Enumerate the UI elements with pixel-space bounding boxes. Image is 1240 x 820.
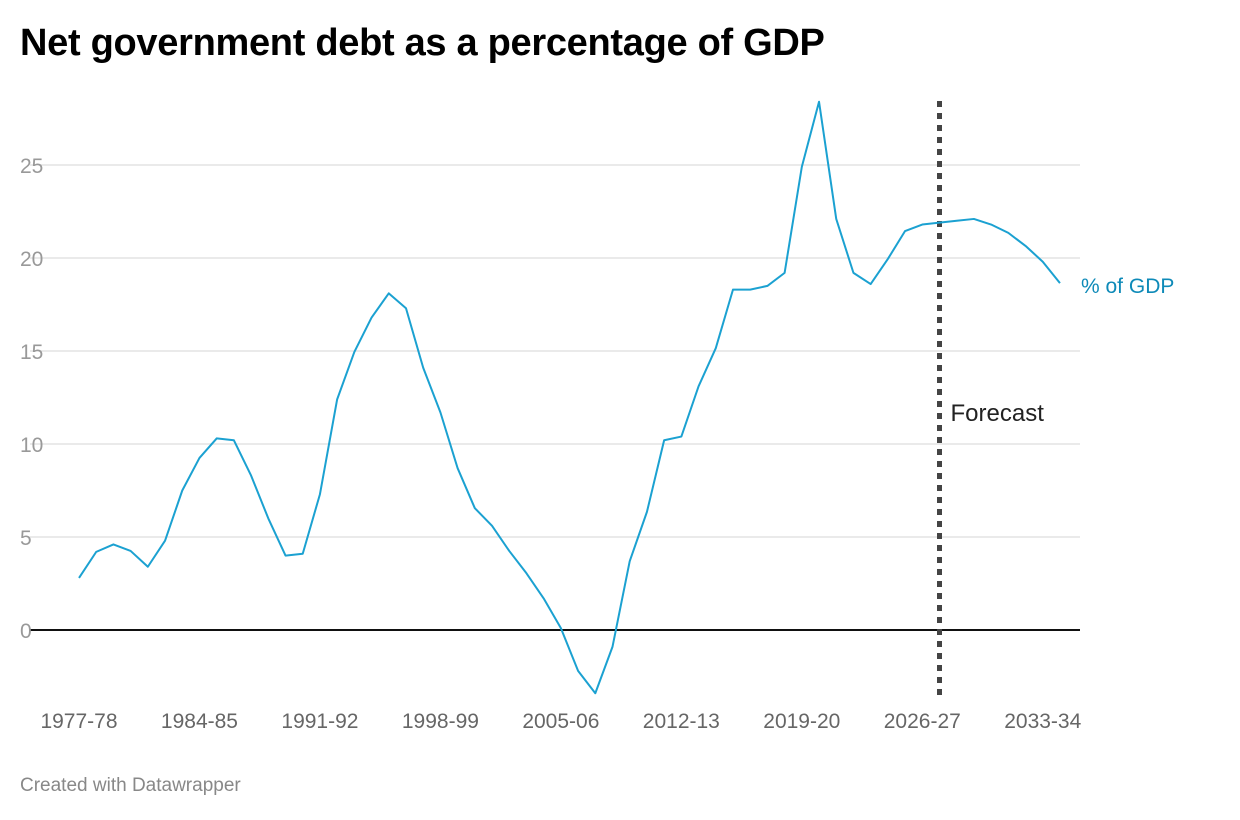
x-tick-label: 1984-85 — [161, 710, 238, 733]
series-label: % of GDP — [1081, 275, 1174, 298]
series-line — [78, 100, 1061, 695]
y-tick-label: 0 — [20, 620, 32, 643]
x-tick-label: 2019-20 — [763, 710, 840, 733]
chart-title: Net government debt as a percentage of G… — [20, 22, 825, 64]
x-tick-label: 1977-78 — [40, 710, 117, 733]
x-tick-label: 2005-06 — [522, 710, 599, 733]
x-tick-label: 1991-92 — [281, 710, 358, 733]
y-tick-label: 20 — [20, 248, 43, 271]
x-tick-label: 2012-13 — [643, 710, 720, 733]
forecast-label: Forecast — [951, 400, 1045, 427]
footer-credit: Created with Datawrapper — [20, 775, 241, 796]
x-tick-label: 1998-99 — [402, 710, 479, 733]
y-tick-label: 25 — [20, 155, 43, 178]
x-tick-label: 2026-27 — [884, 710, 961, 733]
y-tick-label: 15 — [20, 341, 43, 364]
y-tick-label: 5 — [20, 527, 32, 550]
x-tick-label: 2033-34 — [1004, 710, 1081, 733]
y-tick-label: 10 — [20, 434, 43, 457]
